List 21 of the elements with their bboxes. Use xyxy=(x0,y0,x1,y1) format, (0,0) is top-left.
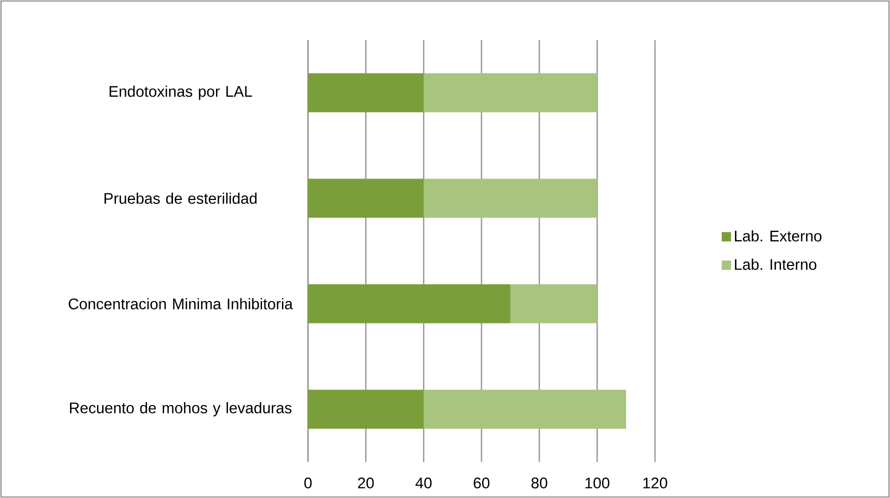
bar xyxy=(308,178,424,218)
bar xyxy=(308,284,510,324)
y-tick-label: Recuento de mohos y levaduras xyxy=(70,402,292,416)
y-tick-label: Endotoxinas por LAL xyxy=(110,86,252,100)
x-tick-label: 120 xyxy=(643,478,668,488)
y-tick-label: Concentracion Minima Inhibitoria xyxy=(68,298,293,310)
bar xyxy=(424,73,598,112)
x-tick-label: 0 xyxy=(304,478,312,488)
x-tick-label: 100 xyxy=(586,478,610,488)
bar xyxy=(510,284,598,324)
bar xyxy=(308,390,424,429)
legend-label: Lab. Externo xyxy=(734,230,822,242)
y-tick-label: Pruebas de esterilidad xyxy=(104,192,257,204)
legend-label: Lab. Interno xyxy=(734,258,816,270)
x-tick-label: 60 xyxy=(474,478,490,488)
x-tick-label: 40 xyxy=(415,478,432,488)
bar xyxy=(424,178,598,218)
bar xyxy=(424,390,626,429)
x-tick-label: 80 xyxy=(531,478,548,488)
bar xyxy=(308,73,424,112)
x-tick-label: 20 xyxy=(358,478,374,488)
